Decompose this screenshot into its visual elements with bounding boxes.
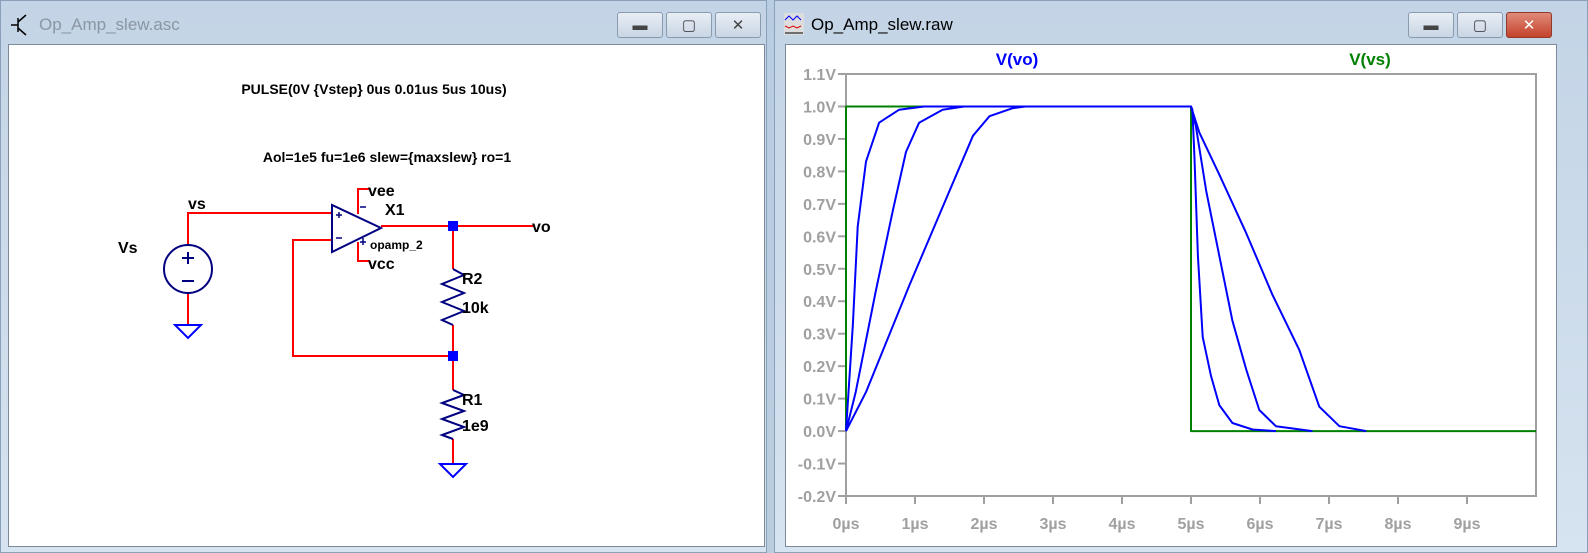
y-tick-label: -0.1V (798, 457, 837, 474)
y-tick-label: 0.6V (803, 229, 836, 246)
resistor-r1[interactable] (439, 389, 467, 440)
waveform-chart[interactable]: 1.1V 1.0V 0.9V 0.8V 0.7V 0.6V 0.5V 0.4V 0.3V 0.2V… (786, 45, 1558, 548)
close-icon: ✕ (1522, 17, 1536, 34)
minimize-icon: ▬ (632, 16, 648, 34)
r2-name-label: R2 (462, 271, 483, 288)
source-polarity-icon (182, 252, 194, 282)
y-tick-label: 0.2V (803, 359, 836, 376)
source-name-label: Vs (118, 240, 138, 257)
ground-icon (172, 324, 204, 340)
opamp-params-directive[interactable]: Aol=1e5 fu=1e6 slew={maxslew} ro=1 (263, 149, 511, 165)
node-junction (448, 221, 458, 231)
net-label-vcc: vcc (368, 256, 395, 273)
x-tick-label: 4µs (1108, 516, 1135, 533)
minimize-button[interactable]: ▬ (617, 12, 663, 38)
x-tick-label: 7µs (1315, 516, 1342, 533)
node-junction (448, 351, 458, 361)
net-label-vs: vs (188, 196, 206, 213)
y-tick-label: -0.2V (798, 489, 837, 506)
y-tick-label: 0.7V (803, 197, 836, 214)
x-tick-label: 1µs (901, 516, 928, 533)
y-tick-label: 0.0V (803, 424, 836, 441)
r1-name-label: R1 (462, 392, 483, 409)
maximize-icon: ▢ (1472, 17, 1488, 34)
y-tick-label: 1.1V (803, 67, 836, 84)
opamp-name-label: X1 (385, 202, 405, 219)
y-tick-label: 0.1V (803, 392, 836, 409)
r1-value-label: 1e9 (462, 418, 489, 435)
x-tick-label: 0µs (832, 516, 859, 533)
window-title: Op_Amp_slew.raw (811, 15, 953, 34)
wires (187, 188, 535, 464)
opamp-x1[interactable] (331, 203, 384, 254)
minimize-button[interactable]: ▬ (1408, 12, 1454, 38)
transistor-icon (11, 14, 27, 36)
x-tick-label: 3µs (1039, 516, 1066, 533)
waveform-icon (784, 13, 804, 35)
minimize-icon: ▬ (1423, 16, 1439, 34)
y-tick-label: 0.5V (803, 262, 836, 279)
x-tick-label: 5µs (1177, 516, 1204, 533)
trace-vs (845, 105, 1536, 433)
voltage-source-vs[interactable] (163, 244, 213, 294)
waveform-window: Op_Amp_slew.raw ▬ ▢ ✕ 1.1V 1.0V 0.9V 0.8V 0.… (774, 0, 1588, 553)
maximize-button[interactable]: ▢ (666, 12, 712, 38)
trace-vo-3 (845, 105, 1367, 433)
close-icon: ✕ (731, 17, 745, 34)
window-title: Op_Amp_slew.asc (39, 15, 180, 34)
maximize-icon: ▢ (681, 17, 697, 34)
plot-pane[interactable]: 1.1V 1.0V 0.9V 0.8V 0.7V 0.6V 0.5V 0.4V 0.3V 0.2V… (785, 44, 1557, 547)
maximize-button[interactable]: ▢ (1457, 12, 1503, 38)
ground-icon (437, 463, 469, 479)
net-label-vo: vo (532, 219, 551, 236)
x-tick-label: 2µs (970, 516, 997, 533)
pulse-directive[interactable]: PULSE(0V {Vstep} 0us 0.01us 5us 10us) (241, 81, 506, 97)
schematic-window: Op_Amp_slew.asc ▬ ▢ ✕ PULSE(0V {Vstep} 0… (0, 0, 767, 553)
legend-vs: V(vs) (1349, 50, 1391, 69)
legend-vo: V(vo) (996, 50, 1039, 69)
x-tick-label: 9µs (1453, 516, 1480, 533)
y-tick-label: 0.4V (803, 294, 836, 311)
resistor-r2[interactable] (439, 268, 467, 326)
y-tick-label: 0.3V (803, 327, 836, 344)
opamp-model-label: opamp_2 (370, 238, 423, 252)
r2-value-label: 10k (462, 300, 489, 317)
x-tick-label: 8µs (1384, 516, 1411, 533)
y-tick-label: 0.8V (803, 164, 836, 181)
x-tick-label: 6µs (1246, 516, 1273, 533)
close-button[interactable]: ✕ (1506, 12, 1552, 38)
trace-vo-1 (845, 105, 1276, 433)
y-tick-label: 0.9V (803, 132, 836, 149)
schematic-canvas[interactable]: PULSE(0V {Vstep} 0us 0.01us 5us 10us) Ao… (8, 44, 765, 547)
close-button[interactable]: ✕ (715, 12, 761, 38)
y-tick-label: 1.0V (803, 99, 836, 116)
net-label-vee: vee (368, 183, 395, 200)
